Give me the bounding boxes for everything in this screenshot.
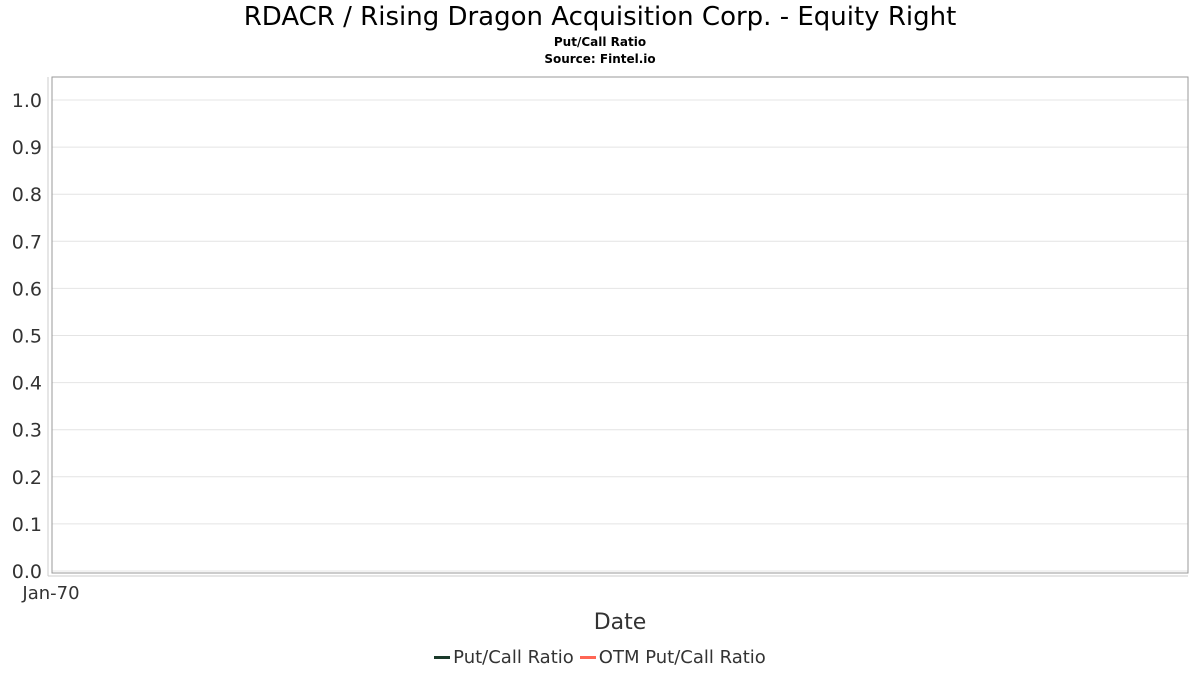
plot-area: 0.0 0.1 0.2 0.3 0.4 0.5 0.6 0.7 0.8 0.9 1.0 Jan-70… bbox=[12, 76, 1189, 635]
y-tick-label: 0.2 bbox=[12, 467, 42, 489]
y-tick-label: 0.4 bbox=[12, 373, 42, 395]
chart-source: Source: Fintel.io bbox=[544, 52, 656, 66]
legend: Put/Call Ratio OTM Put/Call Ratio bbox=[0, 647, 1200, 668]
plot-frame bbox=[51, 76, 1189, 574]
legend-swatch bbox=[434, 656, 451, 659]
y-tick-label: 0.3 bbox=[12, 420, 42, 442]
y-tick-label: 0.1 bbox=[12, 514, 42, 536]
y-tick-label: 0.6 bbox=[12, 278, 42, 300]
chart-subtitle: Put/Call Ratio bbox=[553, 35, 647, 49]
legend-label: OTM Put/Call Ratio bbox=[598, 647, 766, 668]
legend-label: Put/Call Ratio bbox=[453, 647, 574, 668]
y-tick-label: 0.0 bbox=[12, 561, 42, 583]
x-axis-label: Date bbox=[594, 610, 647, 635]
y-tick-label: 0.8 bbox=[12, 184, 42, 206]
y-tick-label: 1.0 bbox=[12, 90, 42, 112]
y-tick-label: 0.5 bbox=[12, 326, 42, 348]
legend-item-put-call-ratio[interactable]: Put/Call Ratio bbox=[434, 647, 574, 668]
x-tick-label: Jan-70 bbox=[21, 583, 79, 604]
x-tick-labels: Jan-70 bbox=[21, 583, 79, 604]
y-tick-label: 0.9 bbox=[12, 137, 42, 159]
chart-title: RDACR / Rising Dragon Acquisition Corp. … bbox=[243, 2, 957, 32]
grid-lines bbox=[52, 99, 1188, 572]
y-tick-labels: 0.0 0.1 0.2 0.3 0.4 0.5 0.6 0.7 0.8 0.9 1.0 bbox=[12, 90, 42, 583]
legend-swatch bbox=[579, 656, 596, 659]
y-tick-label: 0.7 bbox=[12, 231, 42, 253]
legend-item-otm-put-call-ratio[interactable]: OTM Put/Call Ratio bbox=[579, 647, 766, 668]
